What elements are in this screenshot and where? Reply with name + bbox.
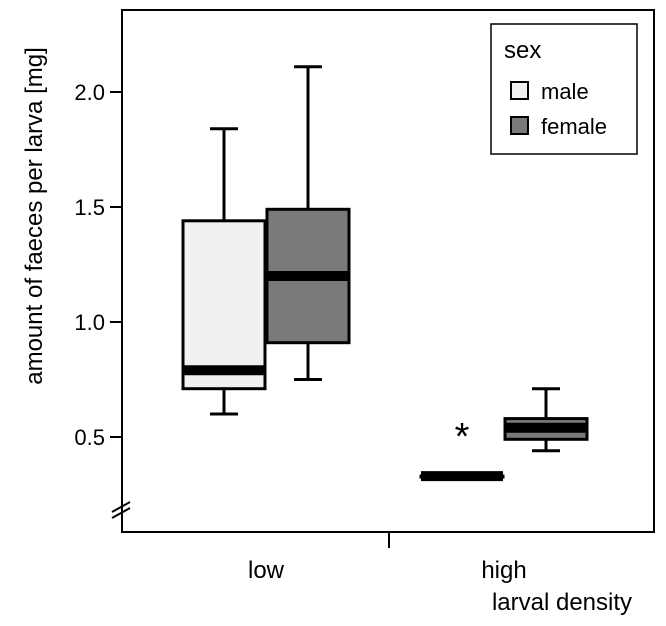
x-axis: low high [248,532,527,584]
y-axis: 0.5 1.0 1.5 2.0 [74,80,122,450]
significance-asterisk: * [455,416,470,458]
legend-label-female: female [541,114,607,139]
box-iqr [181,219,267,391]
legend: sex male female [490,23,638,155]
y-axis-title: amount of faeces per larva [mg] [21,47,48,385]
axis-break-mark [111,501,131,513]
legend-swatch-male [510,81,529,100]
y-tick-label: 1.5 [74,195,105,220]
box-female-low [265,65,351,381]
box-male-low [181,127,267,416]
y-tick-label: 0.5 [74,425,105,450]
y-tick-label: 2.0 [74,80,105,105]
annotations: * [455,416,470,458]
x-tick-label: high [481,557,526,584]
boxes [181,65,589,482]
legend-swatch-female [510,116,529,135]
axis-break-mark [111,507,131,519]
legend-title: sex [504,37,541,64]
x-axis-title: larval density [492,589,632,616]
box-male-high [419,471,505,482]
box-female-high [503,387,589,453]
x-tick-label: low [248,557,285,584]
y-tick-label: 1.0 [74,310,105,335]
legend-label-male: male [541,79,589,104]
